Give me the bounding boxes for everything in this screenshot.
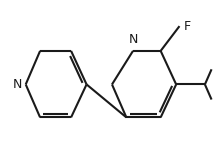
Text: N: N — [128, 33, 138, 46]
Text: F: F — [183, 20, 191, 33]
Text: N: N — [12, 78, 22, 91]
